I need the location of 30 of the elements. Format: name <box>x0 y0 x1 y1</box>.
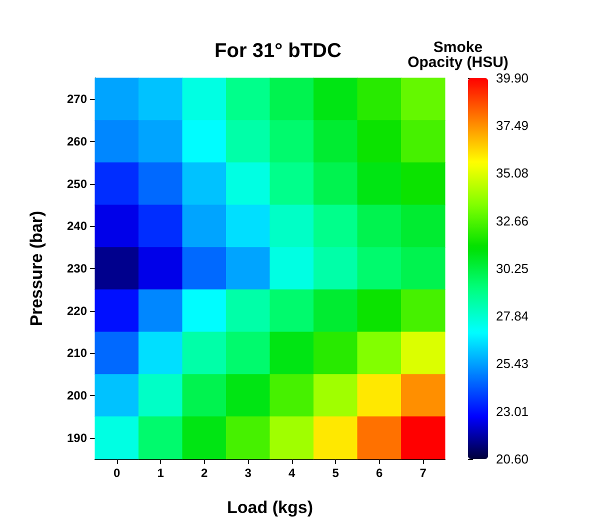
y-tick-label: 250 <box>66 176 88 191</box>
x-tick-label: 1 <box>157 466 164 480</box>
color-bar-label: 25.43 <box>496 356 529 372</box>
y-tick-label: 220 <box>66 304 88 318</box>
color-bar-label: 20.60 <box>496 452 529 466</box>
y-tick-label: 240 <box>66 219 88 234</box>
y-tick-label: 210 <box>66 346 88 360</box>
x-tick-label: 7 <box>420 466 427 480</box>
x-tick-label: 6 <box>376 466 384 480</box>
chart-title: For 31° bTDC <box>214 40 342 62</box>
x-axis-title: Load (kgs) <box>227 498 313 517</box>
x-tick-label: 5 <box>332 466 340 480</box>
color-bar-label: 39.90 <box>496 70 529 86</box>
y-axis-title: Pressure (bar) <box>27 210 46 326</box>
x-tick-label: 3 <box>244 466 252 480</box>
color-bar-label: 23.01 <box>496 404 529 419</box>
color-bar-label: 32.66 <box>496 213 529 228</box>
color-bar-label: 30.25 <box>496 261 529 276</box>
y-tick-label: 190 <box>66 430 88 445</box>
color-bar-label: 37.49 <box>496 118 529 134</box>
y-tick-label: 230 <box>66 262 88 276</box>
y-tick-label: 260 <box>66 134 88 148</box>
color-bar-label: 35.08 <box>496 166 529 181</box>
color-bar-title: Smoke Opacity (HSU) <box>408 39 508 71</box>
y-tick-label: 270 <box>66 92 88 106</box>
x-tick-label: 2 <box>201 466 208 480</box>
color-bar-label: 27.84 <box>496 308 529 324</box>
x-tick-label: 4 <box>288 466 296 480</box>
y-tick-label: 200 <box>66 388 88 402</box>
x-tick-label: 0 <box>114 466 121 480</box>
